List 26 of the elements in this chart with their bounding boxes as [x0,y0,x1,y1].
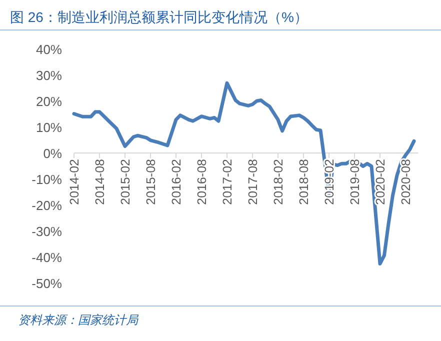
x-tick-label: 2018-02 [272,158,286,205]
y-tick-label: -30% [32,224,62,239]
y-tick-label: 40% [36,42,62,57]
x-tick-label: 2019-02 [322,158,336,205]
x-tick-label: 2020-02 [374,158,388,205]
x-tick-label: 2016-02 [170,158,184,205]
x-tick-label: 2017-08 [246,158,260,205]
y-tick-label: 30% [36,68,62,83]
y-tick-label: 0% [43,146,62,161]
x-tick-label: 2015-08 [144,158,158,205]
y-tick-label: 20% [36,94,62,109]
y-tick-label: 10% [36,120,62,135]
x-tick-label: 2015-02 [118,158,132,205]
y-tick-label: -20% [32,198,62,213]
x-tick-label: 2016-08 [195,158,209,205]
y-tick-label: -40% [32,250,62,265]
x-tick-label: 2018-08 [297,158,311,205]
text: 资料来源：国家统计局 [18,313,139,327]
x-tick-label: 2017-02 [220,158,234,205]
x-tick-label: 2014-02 [68,158,82,205]
x-tick-label: 2014-08 [93,158,107,205]
x-tick-label: 2020-08 [399,158,413,205]
x-tick-label: 2019-08 [348,158,362,205]
chart-title: 图 26：制造业利润总额累计同比变化情况（%） [10,9,308,25]
y-tick-label: -10% [32,172,62,187]
y-tick-label: -50% [32,276,62,291]
